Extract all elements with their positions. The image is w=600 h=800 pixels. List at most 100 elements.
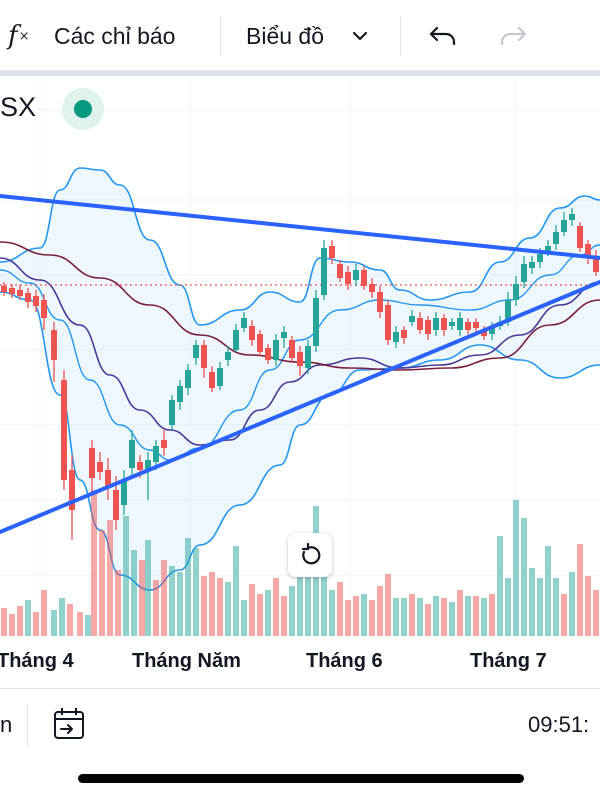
volume-bar [585, 576, 591, 636]
candlestick [97, 452, 103, 480]
volume-bar [1, 608, 7, 636]
clock-time: 09:51: [528, 712, 590, 737]
volume-bar [281, 596, 287, 636]
candlestick [473, 318, 479, 332]
volume-bar [131, 550, 137, 636]
volume-bar [537, 578, 543, 636]
volume-bar [489, 594, 495, 636]
candlestick [9, 284, 15, 298]
candlestick [369, 278, 375, 298]
candlestick [361, 266, 367, 290]
volume-bar [393, 598, 399, 636]
volume-bar [249, 584, 255, 636]
rotate-icon [301, 543, 321, 565]
volume-bar [209, 572, 215, 636]
volume-bar [577, 544, 583, 636]
volume-bar [115, 570, 121, 636]
volume-bar [361, 594, 367, 636]
candlestick [425, 316, 431, 340]
volume-bar [321, 566, 327, 636]
indicators-button[interactable]: Các chỉ báo [54, 22, 176, 49]
candlestick [105, 458, 111, 500]
volume-bar [457, 590, 463, 636]
candlestick [449, 318, 455, 330]
reset-chart-button[interactable] [288, 533, 332, 577]
volume-bar [139, 560, 145, 636]
function-icon[interactable]: f × [8, 21, 30, 51]
volume-bar [377, 586, 383, 636]
volume-bar [59, 598, 65, 636]
trendline-upper [0, 194, 600, 260]
candlestick [305, 340, 311, 374]
candlestick [89, 440, 95, 492]
volume-bar [107, 520, 113, 636]
candlestick [193, 340, 199, 365]
chevron-down-icon[interactable] [350, 14, 370, 58]
volume-bar [545, 546, 551, 636]
volume-bar [217, 578, 223, 636]
undo-icon[interactable] [428, 14, 458, 58]
bottom-divider [27, 704, 28, 746]
volume-bar [513, 500, 519, 636]
candlestick [41, 294, 47, 330]
candlestick [585, 240, 591, 264]
volume-bar [145, 540, 151, 636]
volume-bar [369, 600, 375, 636]
trendline-lower [0, 280, 600, 534]
volume-bar [225, 582, 231, 636]
volume-bar [241, 600, 247, 636]
volume-bar [329, 590, 335, 636]
go-to-date-icon[interactable] [50, 704, 88, 747]
candlestick [529, 256, 535, 274]
candlestick [337, 260, 343, 282]
candlestick [249, 320, 255, 346]
candlestick [401, 326, 407, 344]
candlestick [569, 208, 575, 226]
home-indicator [78, 774, 524, 783]
symbol-ticker[interactable]: SX [0, 92, 37, 122]
volume-bar [177, 572, 183, 636]
volume-bar [193, 548, 199, 636]
volume-bar [85, 615, 91, 636]
volume-bar [569, 572, 575, 636]
candlestick [177, 380, 183, 410]
volume-bar [425, 604, 431, 636]
volume-bar [553, 578, 559, 636]
volume-bar [505, 578, 511, 636]
candlestick [513, 276, 519, 306]
volume-bar [417, 598, 423, 636]
chart-type-button[interactable]: Biểu đồ [246, 22, 325, 49]
volume-bar [297, 576, 303, 636]
candlestick [25, 288, 31, 308]
candlestick [441, 314, 447, 336]
candlestick [521, 256, 527, 288]
volume-bar [265, 590, 271, 636]
moving-average-line [0, 257, 600, 446]
candlestick [377, 286, 383, 318]
candlestick [233, 324, 239, 352]
time-axis-label: Tháng 6 [306, 650, 383, 672]
candlestick [297, 346, 303, 376]
candlestick [345, 266, 351, 290]
candlestick [17, 285, 23, 300]
candlestick [1, 282, 7, 296]
volume-bar [561, 594, 567, 636]
candlestick [465, 318, 471, 334]
candlestick [61, 370, 67, 490]
volume-bar [25, 600, 31, 636]
volume-bar [401, 598, 407, 636]
volume-bar [17, 606, 23, 636]
candlestick [33, 290, 39, 312]
candlestick [209, 366, 215, 392]
volume-bar [409, 594, 415, 636]
bollinger-upper-line [0, 167, 600, 326]
timeframe-label[interactable]: n [0, 712, 13, 737]
volume-bar [41, 590, 47, 636]
redo-icon[interactable] [498, 14, 528, 58]
candlestick [129, 430, 135, 476]
volume-bar [593, 590, 599, 636]
volume-bar [473, 596, 479, 636]
price-chart[interactable] [0, 80, 600, 640]
market-open-dot [74, 100, 92, 118]
candlestick [393, 326, 399, 348]
